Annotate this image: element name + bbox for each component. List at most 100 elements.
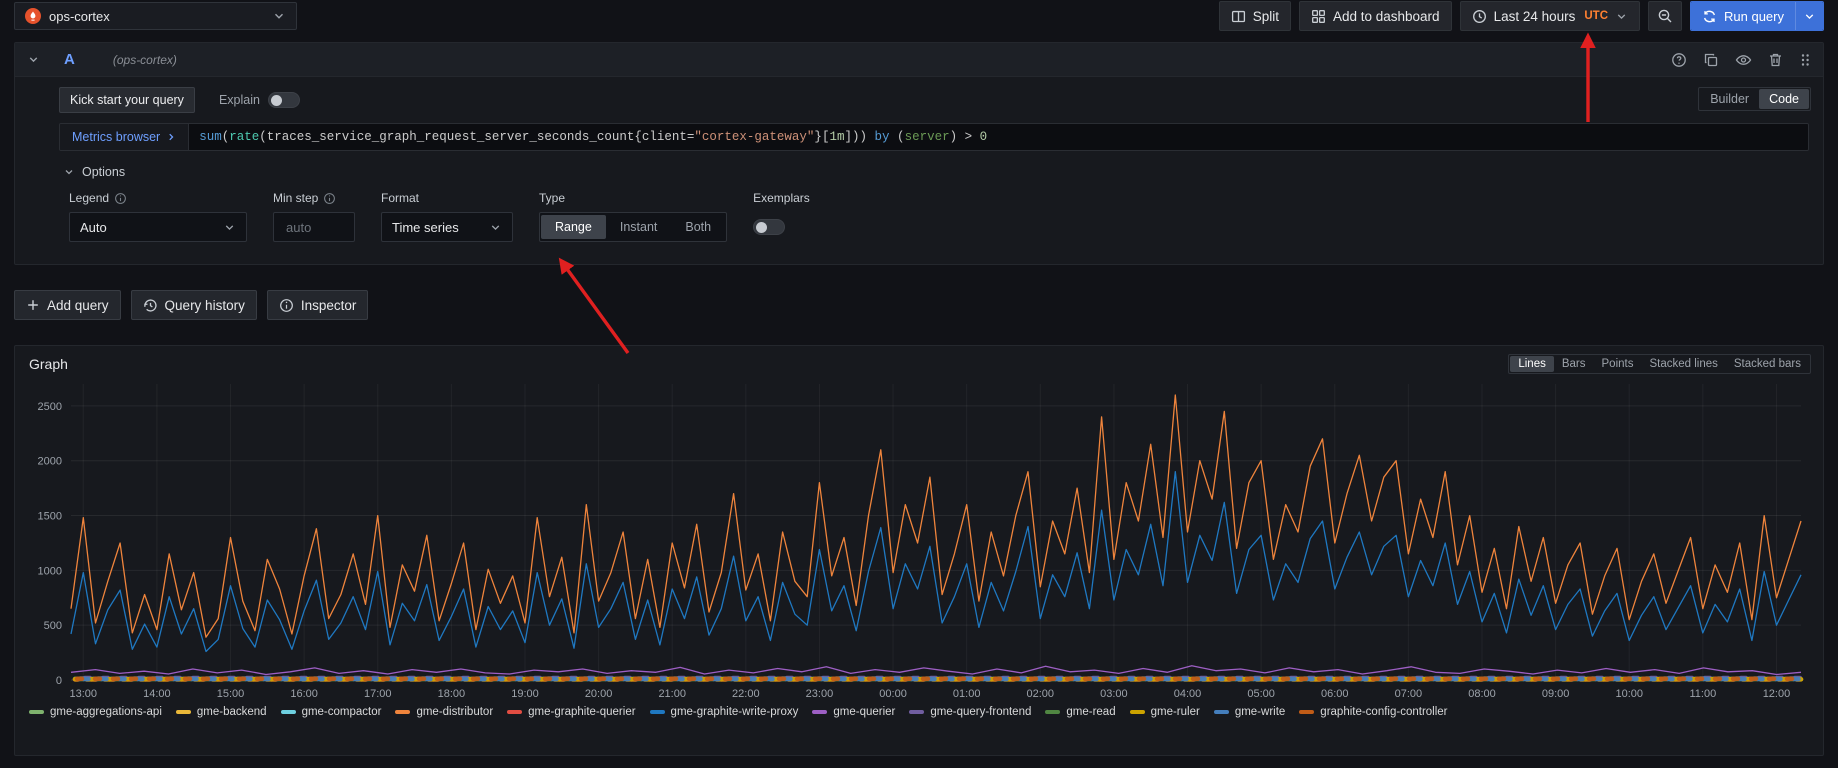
remove-query-trash-icon[interactable] bbox=[1768, 52, 1783, 68]
legend-select[interactable]: Auto bbox=[69, 212, 247, 242]
y-axis-tick: 2500 bbox=[38, 401, 62, 413]
zoom-out-icon bbox=[1657, 8, 1673, 24]
code-mode-option[interactable]: Code bbox=[1759, 89, 1809, 109]
legend-label: gme-read bbox=[1066, 706, 1116, 718]
x-axis-tick: 01:00 bbox=[953, 688, 981, 700]
display-mode-bars[interactable]: Bars bbox=[1561, 358, 1586, 370]
display-mode-points[interactable]: Points bbox=[1601, 358, 1634, 370]
time-range-picker[interactable]: Last 24 hours UTC bbox=[1459, 1, 1641, 31]
min-step-input[interactable] bbox=[284, 218, 344, 236]
display-mode-stacked-bars[interactable]: Stacked bars bbox=[1733, 358, 1801, 370]
legend-swatch bbox=[507, 710, 523, 714]
series-line-gme-graphite-write-proxy bbox=[70, 471, 1802, 653]
inspector-button[interactable]: Inspector bbox=[266, 290, 369, 320]
query-history-button[interactable]: Query history bbox=[130, 290, 257, 320]
series-line-gme-querier bbox=[70, 665, 1802, 676]
legend-item[interactable]: gme-write bbox=[1213, 706, 1285, 718]
legend-label: graphite-config-controller bbox=[1320, 706, 1448, 718]
legend-item[interactable]: gme-compactor bbox=[280, 706, 382, 718]
time-series-chart[interactable]: 0 500 1000 1500 2000 2500 13:00 14:00 15:00 16:00… bbox=[27, 378, 1809, 704]
series-line-gme-distributor bbox=[70, 394, 1802, 638]
run-query-dropdown[interactable] bbox=[1795, 2, 1823, 30]
legend-label: gme-querier bbox=[833, 706, 896, 718]
legend-label: gme-compactor bbox=[301, 706, 382, 718]
legend-item[interactable]: gme-querier bbox=[812, 706, 895, 718]
collapse-chevron-icon[interactable] bbox=[27, 53, 40, 66]
builder-mode-option[interactable]: Builder bbox=[1710, 92, 1750, 106]
time-range-label: Last 24 hours bbox=[1493, 8, 1576, 24]
options-collapse-toggle[interactable]: Options bbox=[63, 165, 1809, 179]
add-query-button[interactable]: Add query bbox=[14, 290, 121, 320]
legend-label: gme-distributor bbox=[416, 706, 494, 718]
display-mode-lines[interactable]: Lines bbox=[1510, 356, 1554, 372]
legend-item[interactable]: gme-backend bbox=[175, 706, 267, 718]
legend-item[interactable]: graphite-config-controller bbox=[1299, 706, 1448, 718]
run-query-split-button: Run query bbox=[1690, 1, 1824, 31]
legend-swatch bbox=[1045, 710, 1061, 714]
legend-item[interactable]: gme-aggregations-api bbox=[29, 706, 162, 718]
graph-panel-title: Graph bbox=[29, 356, 68, 372]
graph-display-mode-group: Lines Bars Points Stacked lines Stacked bars bbox=[1508, 354, 1811, 374]
y-axis-tick: 0 bbox=[56, 675, 62, 687]
display-mode-stacked-lines[interactable]: Stacked lines bbox=[1649, 358, 1718, 370]
query-row-header[interactable]: A (ops-cortex) bbox=[15, 43, 1823, 77]
split-icon bbox=[1231, 9, 1246, 24]
run-query-button[interactable]: Run query bbox=[1691, 2, 1795, 30]
legend-item[interactable]: gme-read bbox=[1045, 706, 1116, 718]
chevron-down-icon bbox=[272, 9, 286, 23]
legend-swatch bbox=[1129, 710, 1145, 714]
drag-handle-icon[interactable] bbox=[1799, 52, 1811, 68]
type-label: Type bbox=[539, 191, 566, 205]
legend-label: Legend bbox=[69, 191, 110, 205]
promql-query-input[interactable]: sum(rate(traces_service_graph_request_se… bbox=[189, 124, 1808, 150]
x-axis-tick: 00:00 bbox=[879, 688, 907, 700]
legend-item[interactable]: gme-graphite-write-proxy bbox=[649, 706, 798, 718]
x-axis-tick: 18:00 bbox=[438, 688, 466, 700]
chevron-down-icon bbox=[491, 224, 500, 230]
query-editor-panel: A (ops-cortex) Kick start your query E bbox=[14, 42, 1824, 265]
query-ref-id: A bbox=[64, 51, 75, 68]
type-option-instant[interactable]: Instant bbox=[619, 220, 658, 234]
datasource-picker[interactable]: ops-cortex bbox=[14, 2, 297, 30]
type-option-both[interactable]: Both bbox=[685, 220, 712, 234]
zoom-out-time-button[interactable] bbox=[1648, 1, 1683, 31]
type-option-range[interactable]: Range bbox=[541, 215, 606, 239]
query-row-body: Kick start your query Explain Builder Co… bbox=[15, 77, 1823, 264]
explore-toolbar: ops-cortex Split Add to dashboard Last 2… bbox=[0, 0, 1838, 32]
min-step-label: Min step bbox=[273, 191, 319, 205]
x-axis-tick: 09:00 bbox=[1542, 688, 1570, 700]
legend-label: gme-backend bbox=[196, 706, 267, 718]
exemplars-toggle[interactable] bbox=[753, 219, 786, 235]
legend-swatch bbox=[395, 710, 411, 714]
info-circle-icon bbox=[115, 192, 126, 204]
legend-item[interactable]: gme-distributor bbox=[395, 706, 493, 718]
kick-start-query-button[interactable]: Kick start your query bbox=[59, 87, 195, 113]
hide-response-eye-icon[interactable] bbox=[1735, 52, 1752, 68]
add-to-dashboard-button[interactable]: Add to dashboard bbox=[1298, 1, 1452, 31]
legend-item[interactable]: gme-ruler bbox=[1129, 706, 1200, 718]
legend-swatch bbox=[649, 710, 665, 714]
prometheus-logo-icon bbox=[25, 8, 41, 24]
x-axis-tick: 10:00 bbox=[1615, 688, 1643, 700]
chevron-down-icon bbox=[65, 170, 73, 175]
split-button[interactable]: Split bbox=[1218, 1, 1291, 31]
legend-item[interactable]: gme-query-frontend bbox=[909, 706, 1031, 718]
format-select[interactable]: Time series bbox=[381, 212, 513, 242]
x-axis-tick: 16:00 bbox=[290, 688, 318, 700]
help-circle-icon[interactable] bbox=[1671, 52, 1687, 68]
legend-swatch bbox=[175, 710, 191, 714]
timezone-label: UTC bbox=[1584, 10, 1609, 22]
copy-query-icon[interactable] bbox=[1703, 52, 1719, 68]
metrics-browser-button[interactable]: Metrics browser bbox=[60, 124, 190, 150]
x-axis-tick: 22:00 bbox=[732, 688, 760, 700]
legend-swatch bbox=[1213, 710, 1229, 714]
explain-toggle[interactable] bbox=[267, 92, 300, 108]
x-axis-tick: 05:00 bbox=[1247, 688, 1275, 700]
info-circle-icon bbox=[324, 192, 336, 204]
legend-item[interactable]: gme-graphite-querier bbox=[507, 706, 636, 718]
x-axis-tick: 08:00 bbox=[1468, 688, 1496, 700]
x-axis-tick: 15:00 bbox=[217, 688, 245, 700]
y-axis-tick: 1500 bbox=[38, 511, 62, 523]
x-axis-tick: 13:00 bbox=[70, 688, 98, 700]
